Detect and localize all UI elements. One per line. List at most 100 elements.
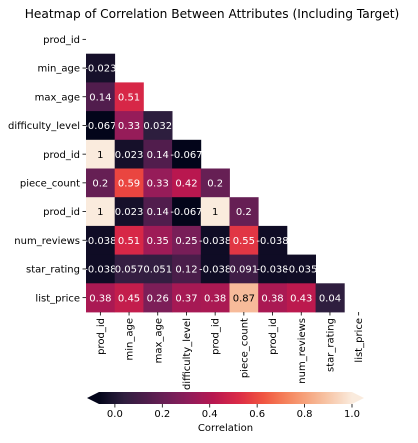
cell-value-label: -0.035: [285, 265, 317, 276]
heatmap-cell: [258, 225, 288, 255]
y-tick-label: min_age: [38, 64, 81, 75]
cell-value-label: 0.37: [175, 293, 197, 304]
x-tick-label: piece_count: [239, 318, 250, 378]
cell-value-label: -0.067: [170, 207, 202, 218]
heatmap-cell: [286, 254, 316, 284]
cell-value-label: 0.2: [236, 207, 252, 218]
y-tick-label: star_rating: [26, 265, 80, 276]
colorbar-tick-label: 0.6: [249, 409, 265, 420]
heatmap-cell: [114, 283, 144, 313]
cell-value-label: -0.038: [199, 236, 231, 247]
cell-value-label: 0.51: [118, 92, 140, 103]
cell-value-label: 0.023: [115, 150, 144, 161]
colorbar: [99, 392, 352, 404]
cell-value-label: 0.38: [261, 293, 283, 304]
x-tick-label: prod_id: [211, 318, 222, 355]
cell-value-label: 0.43: [290, 293, 312, 304]
heatmap-cell: [114, 225, 144, 255]
heatmap-cell: [172, 168, 202, 198]
chart-title: Heatmap of Correlation Between Attribute…: [25, 7, 400, 21]
heatmap-cell: [143, 168, 173, 198]
cell-value-label: 1: [212, 207, 218, 218]
x-tick-label: star_rating: [325, 318, 336, 372]
cell-value-label: 0.2: [92, 178, 108, 189]
heatmap-cell: [229, 225, 259, 255]
x-tick-label: prod_id: [268, 318, 279, 355]
heatmap-cell: [86, 53, 116, 83]
colorbar-tick-label: 1.0: [344, 409, 360, 420]
x-tick-label: prod_id: [96, 318, 107, 355]
cell-value-label: 0.59: [118, 178, 140, 189]
heatmap-cell: [86, 254, 116, 284]
cell-value-label: 0.091: [230, 265, 259, 276]
cell-value-label: 0.38: [204, 293, 226, 304]
heatmap-cell: [86, 111, 116, 141]
heatmap-cell: [172, 283, 202, 313]
y-tick-label: list_price: [35, 293, 80, 304]
cell-value-label: -0.038: [84, 236, 116, 247]
heatmap-cell: [143, 111, 173, 141]
cell-value-label: -0.038: [199, 265, 231, 276]
x-tick-label: num_reviews: [297, 318, 308, 384]
y-tick-label: prod_id: [43, 35, 80, 46]
colorbar-tick-label: 0.8: [297, 409, 313, 420]
cell-value-label: 0.023: [115, 207, 144, 218]
heatmap-cell: [143, 254, 173, 284]
cell-value-label: -0.067: [170, 150, 202, 161]
heatmap-cell: [86, 283, 116, 313]
heatmap-cell: [86, 197, 116, 227]
cell-value-label: -0.038: [256, 236, 288, 247]
colorbar-label: Correlation: [198, 423, 253, 434]
cell-value-label: -0.038: [256, 265, 288, 276]
heatmap-cell: [229, 197, 259, 227]
heatmap-cell: [315, 283, 345, 313]
heatmap-cell: [143, 197, 173, 227]
cell-value-label: 0.33: [118, 121, 140, 132]
cell-value-label: 0.2: [207, 178, 223, 189]
heatmap-cell: [86, 139, 116, 169]
cell-value-label: -0.038: [84, 265, 116, 276]
heatmap-cell: [172, 139, 202, 169]
cell-value-label: 0.14: [147, 207, 169, 218]
cell-value-label: 0.25: [175, 236, 197, 247]
colorbar-tick-label: 0.2: [154, 409, 170, 420]
heatmap-cell: [143, 283, 173, 313]
cell-value-label: 0.33: [147, 178, 169, 189]
heatmap-cell: [200, 225, 230, 255]
heatmap-cell: [86, 168, 116, 198]
cell-value-label: 0.12: [175, 265, 197, 276]
cell-value-label: 0.057: [115, 265, 144, 276]
cell-value-label: 0.55: [233, 236, 255, 247]
cell-value-label: 0.04: [319, 293, 341, 304]
y-tick-label: max_age: [35, 92, 80, 103]
y-tick-label: prod_id: [43, 207, 80, 218]
cell-value-label: 0.051: [143, 265, 172, 276]
y-tick-label: num_reviews: [14, 236, 80, 247]
cell-value-label: 0.51: [118, 236, 140, 247]
x-tick-label: list_price: [354, 318, 365, 363]
y-tick-label: piece_count: [20, 178, 80, 189]
heatmap-cell: [200, 254, 230, 284]
heatmap-cell: [86, 82, 116, 112]
cell-value-label: 1: [97, 207, 103, 218]
cell-value-label: 0.38: [89, 293, 111, 304]
heatmap-cell: [114, 168, 144, 198]
heatmap-cell: [200, 197, 230, 227]
cell-value-label: 0.87: [233, 293, 255, 304]
x-tick-label: max_age: [153, 318, 164, 363]
cell-value-label: 0.42: [175, 178, 197, 189]
heatmap-cell: [114, 197, 144, 227]
heatmap-cell: [143, 225, 173, 255]
cell-value-label: -0.067: [84, 121, 116, 132]
cell-value-label: 0.032: [143, 121, 172, 132]
colorbar-extend-min: [87, 392, 99, 404]
cell-value-label: 0.45: [118, 293, 140, 304]
heatmap-cell: [258, 283, 288, 313]
y-tick-label: difficulty_level: [8, 121, 80, 132]
heatmap-cell: [229, 283, 259, 313]
cell-value-label: 0.14: [147, 150, 169, 161]
heatmap-cell: [200, 283, 230, 313]
heatmap-cell: [172, 254, 202, 284]
cell-value-label: 0.26: [147, 293, 169, 304]
